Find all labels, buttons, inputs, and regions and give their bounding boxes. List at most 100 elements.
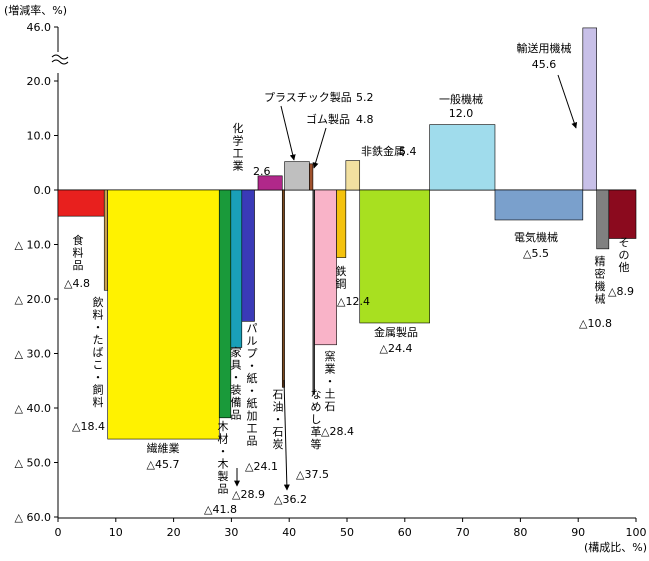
bar-name-char: 食 (73, 233, 84, 247)
bar-name-char: 業 (233, 160, 244, 173)
bar-name-label: 電気機械 (514, 230, 558, 244)
bar-name-label: 金属製品 (374, 325, 418, 339)
y-tick-label: 0.0 (34, 184, 52, 197)
bar-name-char: 紙 (247, 396, 258, 410)
bar-1 (103, 189, 109, 291)
bar-value-label: △45.7 (147, 458, 180, 471)
bar-name-char: 窯 (325, 349, 336, 363)
bar-name-char: 精 (595, 255, 606, 268)
bar-name-char: た (93, 334, 104, 347)
y-tick-label: △ 30.0 (15, 348, 51, 361)
y-unit-label: (増減率、%) (4, 3, 67, 17)
bar-name-char: し (311, 413, 322, 426)
x-tick-label: 50 (340, 526, 354, 539)
bar-5 (241, 189, 255, 322)
bar-name-label: 一般機械 (439, 92, 483, 106)
x-unit-label: (構成比、%) (584, 541, 647, 554)
bar-4 (230, 189, 243, 348)
bar-name-char: 備 (231, 396, 242, 409)
bar-name-label: 非鉄金属 (361, 144, 405, 158)
leader-plastics (280, 105, 296, 161)
y-tick-label: △ 10.0 (15, 239, 51, 252)
y-tick-label: 10.0 (27, 130, 52, 143)
bar-name-label: プラスチック製品 (264, 90, 352, 104)
bar-name-char: 石 (273, 426, 284, 439)
bar-19 (608, 189, 637, 239)
bar-name-char: 他 (619, 261, 630, 274)
leader-transport (557, 74, 578, 129)
x-tick-label: 60 (398, 526, 412, 539)
bar-3 (218, 189, 232, 419)
bar-value-label: 5.2 (356, 91, 374, 104)
x-tick-label: 40 (282, 526, 296, 539)
bar-11 (314, 189, 337, 346)
bar-name-char: ・ (273, 413, 284, 426)
bar-value-label: △28.4 (321, 425, 354, 438)
bar-value-label: △5.5 (523, 247, 549, 260)
bar-name-char: 加 (247, 410, 258, 423)
x-tick-label: 90 (571, 526, 585, 539)
bar-name-char: め (311, 401, 322, 414)
bar-name-char: 紙 (247, 371, 258, 385)
bar-name-char: こ (93, 359, 104, 372)
bar-name-char: 品 (218, 483, 229, 496)
bar-name-label: ゴム製品 (306, 112, 350, 126)
y-tick-label: △ 20.0 (15, 293, 51, 306)
bar-name-char: そ (619, 236, 630, 249)
bar-name-char: 具 (231, 359, 242, 372)
x-tick-label: 0 (55, 526, 62, 539)
bar-name-char: ル (247, 335, 258, 348)
bar-17 (582, 27, 597, 191)
bar-value-label: △24.4 (380, 342, 413, 355)
bar-name-char: 飲 (93, 295, 104, 309)
bar-name-char: ば (93, 346, 104, 359)
bar-9 (309, 163, 314, 191)
bar-name-label: 繊維業 (147, 442, 180, 455)
bar-name-char: な (311, 388, 322, 401)
leader-rubber (312, 127, 327, 169)
bar-name-char: 土 (325, 388, 336, 401)
bar-value-label: △10.8 (579, 317, 612, 330)
bar-16 (494, 189, 584, 221)
bar-12 (336, 189, 347, 258)
bar-value-label: △8.9 (608, 285, 634, 298)
bar-value-label: △18.4 (72, 420, 105, 433)
bar-value-label: △4.8 (64, 277, 90, 290)
bar-name-char: ・ (93, 371, 104, 384)
bar-name-char: 料 (73, 246, 84, 260)
bar-name-char: 革 (311, 425, 322, 439)
y-tick-label: △ 60.0 (15, 511, 51, 524)
x-tick-label: 10 (109, 526, 123, 539)
bar-name-char: 品 (231, 409, 242, 422)
bar-name-char: 材 (218, 432, 229, 446)
axis-break-mark (51, 54, 69, 65)
leader-petroleum (283, 379, 290, 491)
bar-name-char: ・ (247, 360, 258, 373)
y-tick-label: △ 50.0 (15, 457, 51, 470)
bar-name-char: ・ (93, 321, 104, 334)
bar-value-label: 12.0 (449, 107, 474, 120)
bar-6 (257, 175, 283, 191)
bar-15 (429, 124, 496, 191)
bar-name-char: 油 (273, 400, 284, 414)
x-tick-label: 70 (456, 526, 470, 539)
bar-value-label: 5.4 (399, 145, 417, 158)
bar-name-char: 装 (231, 384, 242, 397)
bar-value-label: △37.5 (296, 468, 329, 481)
bar-2 (107, 189, 220, 440)
bar-name-char: 等 (311, 437, 322, 451)
bar-name-label: 輸送用機械 (517, 41, 572, 55)
bar-value-label: △24.1 (245, 460, 278, 473)
bar-name-char: 鉄 (336, 264, 347, 278)
bar-value-label: 2.6 (253, 165, 271, 178)
x-tick-label: 80 (513, 526, 527, 539)
bar-name-char: 械 (595, 292, 606, 306)
bar-name-char: 飼 (93, 383, 104, 397)
bar-name-char: 品 (73, 259, 84, 272)
bar-value-label: 4.8 (356, 113, 374, 126)
bar-value-label: 45.6 (532, 58, 557, 71)
bar-name-char: 石 (325, 400, 336, 413)
bar-name-char: 料 (93, 395, 104, 409)
bar-name-char: 工 (233, 147, 244, 160)
